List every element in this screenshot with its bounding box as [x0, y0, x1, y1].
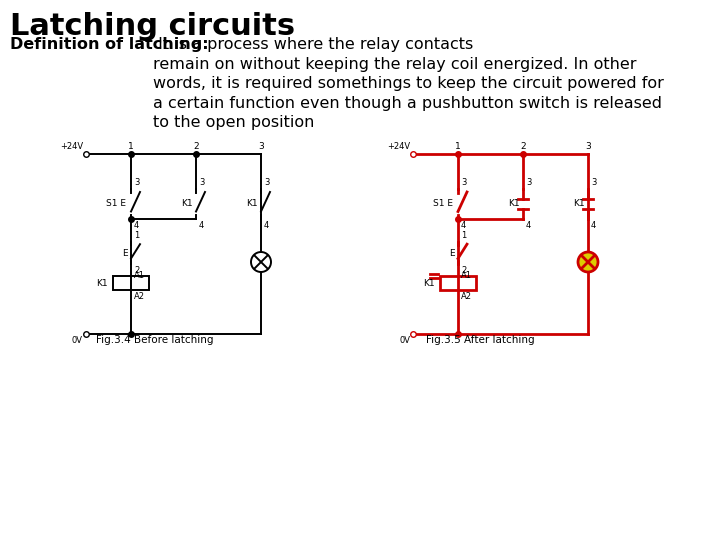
Text: A1: A1 [461, 271, 472, 280]
Text: 3: 3 [134, 178, 140, 187]
Text: +24V: +24V [60, 142, 83, 151]
Text: K1: K1 [573, 199, 585, 208]
Bar [440, 276, 476, 290]
Text: 3: 3 [461, 178, 467, 187]
Text: K1: K1 [246, 199, 258, 208]
Text: 1: 1 [134, 231, 139, 240]
Text: 2: 2 [520, 142, 526, 151]
Text: +24V: +24V [387, 142, 410, 151]
Text: 3: 3 [591, 178, 596, 187]
Text: Latching circuits: Latching circuits [10, 12, 295, 41]
Text: 4: 4 [264, 221, 269, 230]
Text: K1: K1 [181, 199, 193, 208]
Text: 3: 3 [258, 142, 264, 151]
Text: 2: 2 [134, 266, 139, 275]
Text: 0V: 0V [399, 336, 410, 345]
Text: S1 E: S1 E [106, 199, 126, 208]
Text: 4: 4 [591, 221, 596, 230]
Text: A2: A2 [461, 292, 472, 301]
Text: 1: 1 [461, 231, 467, 240]
Text: 0V: 0V [72, 336, 83, 345]
Circle shape [578, 252, 598, 272]
Text: 4: 4 [461, 221, 467, 230]
Text: S1 E: S1 E [433, 199, 453, 208]
Text: K1: K1 [96, 279, 108, 287]
Text: 3: 3 [199, 178, 204, 187]
Text: A2: A2 [134, 292, 145, 301]
Text: Fig.3.4 Before latching: Fig.3.4 Before latching [96, 335, 214, 345]
Text: 4: 4 [199, 221, 204, 230]
Text: 4: 4 [134, 221, 139, 230]
Text: It is a process where the relay contacts
remain on without keeping the relay coi: It is a process where the relay contacts… [153, 37, 664, 130]
Text: 2: 2 [193, 142, 199, 151]
Text: E: E [122, 248, 128, 258]
Text: 1: 1 [455, 142, 461, 151]
Circle shape [251, 252, 271, 272]
Text: A1: A1 [134, 271, 145, 280]
Text: K1: K1 [423, 279, 435, 287]
Text: K1: K1 [508, 199, 520, 208]
Text: Definition of latching:: Definition of latching: [10, 37, 209, 52]
Bar [113, 276, 149, 290]
Text: E: E [449, 248, 455, 258]
Text: 3: 3 [264, 178, 269, 187]
Text: Fig.3.5 After latching: Fig.3.5 After latching [426, 335, 534, 345]
Text: 2: 2 [461, 266, 467, 275]
Text: 1: 1 [128, 142, 134, 151]
Text: 3: 3 [526, 178, 531, 187]
Text: 4: 4 [526, 221, 531, 230]
Text: 3: 3 [585, 142, 591, 151]
